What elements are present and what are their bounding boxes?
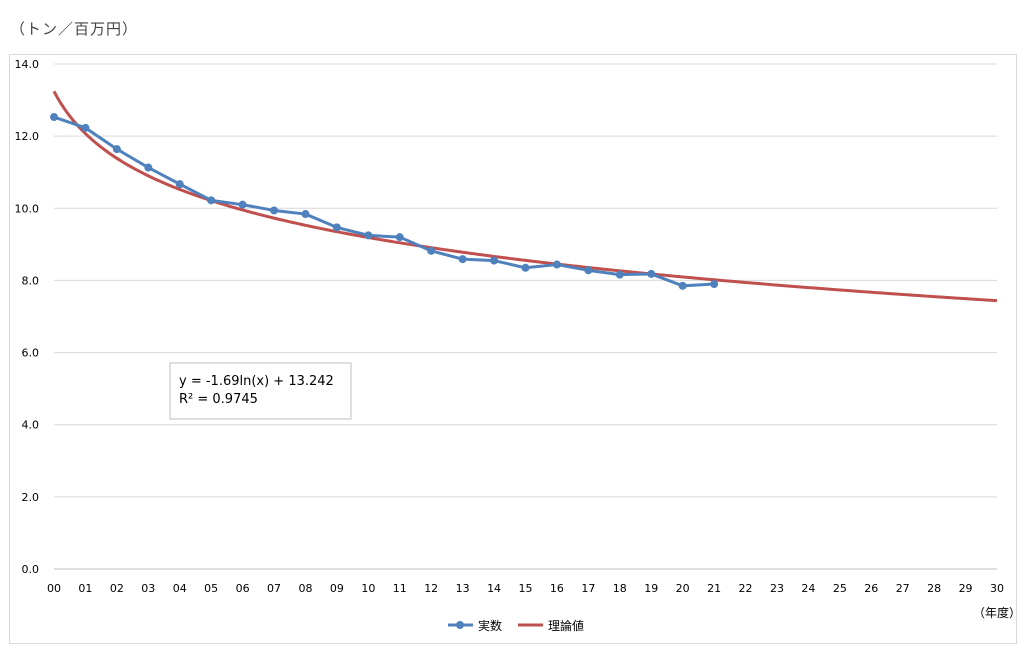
- x-tick-label: 15: [519, 582, 533, 595]
- x-axis-unit-label: （年度）: [973, 605, 1021, 620]
- x-tick-label: 09: [330, 582, 344, 595]
- x-tick-label: 16: [550, 582, 564, 595]
- y-tick-label: 6.0: [22, 347, 40, 360]
- x-tick-label: 08: [298, 582, 312, 595]
- x-tick-label: 14: [487, 582, 501, 595]
- y-tick-label: 12.0: [15, 130, 40, 143]
- legend-label-actual: 実数: [478, 618, 502, 633]
- x-tick-label: 30: [990, 582, 1004, 595]
- x-tick-label: 04: [173, 582, 187, 595]
- r2-text: R² = 0.9745: [179, 392, 258, 407]
- actual-point: [50, 113, 58, 122]
- actual-point: [552, 260, 561, 269]
- legend-item-theoretical: 理論値: [518, 618, 584, 633]
- x-tick-label: 19: [644, 582, 658, 595]
- y-tick-label: 4.0: [22, 419, 40, 432]
- x-tick-label: 21: [707, 582, 721, 595]
- legend-label-theoretical: 理論値: [548, 618, 584, 633]
- x-tick-label: 27: [896, 582, 910, 595]
- x-tick-label: 11: [393, 582, 407, 595]
- y-tick-label: 14.0: [15, 58, 40, 71]
- actual-point: [490, 256, 499, 265]
- x-tick-label: 29: [959, 582, 973, 595]
- actual-point: [112, 145, 121, 154]
- x-tick-label: 02: [110, 582, 124, 595]
- y-tick-label: 10.0: [15, 202, 40, 215]
- actual-point: [364, 231, 373, 240]
- x-tick-label: 17: [581, 582, 595, 595]
- actual-point: [207, 196, 216, 205]
- actual-point: [615, 270, 624, 279]
- actual-point: [332, 223, 341, 232]
- x-tick-label: 24: [801, 582, 815, 595]
- actual-point: [678, 281, 687, 290]
- x-tick-label: 07: [267, 582, 281, 595]
- x-tick-label: 13: [456, 582, 470, 595]
- chart-frame: [9, 54, 1017, 644]
- actual-point: [144, 163, 153, 172]
- x-tick-label: 26: [864, 582, 878, 595]
- actual-point: [458, 255, 467, 264]
- x-tick-label: 01: [78, 582, 92, 595]
- actual-point: [584, 266, 593, 275]
- x-tick-label: 28: [927, 582, 941, 595]
- actual-point: [81, 123, 90, 132]
- x-tick-label: 06: [236, 582, 250, 595]
- legend: 実数 理論値: [448, 618, 584, 633]
- actual-point: [710, 280, 719, 289]
- x-tick-label: 03: [141, 582, 155, 595]
- actual-point: [301, 210, 310, 219]
- legend-item-actual: 実数: [448, 618, 502, 633]
- series-actual-line: [53, 115, 715, 288]
- actual-point: [521, 263, 530, 272]
- gridlines: [54, 63, 997, 570]
- actual-point: [238, 200, 247, 209]
- y-tick-labels: 0.0 2.0 4.0 6.0 8.0 10.0 12.0 14.0: [15, 58, 40, 576]
- x-tick-label: 12: [424, 582, 438, 595]
- trendline-annotation: y = -1.69ln(x) + 13.242 R² = 0.9745: [169, 362, 352, 420]
- series-layer: [50, 90, 998, 303]
- y-tick-label: 8.0: [22, 274, 40, 287]
- actual-point: [270, 206, 279, 215]
- y-axis-unit-label: （トン／百万円）: [10, 20, 139, 38]
- x-tick-label: 23: [770, 582, 784, 595]
- actual-point: [427, 246, 436, 255]
- x-tick-label: 00: [47, 582, 61, 595]
- actual-point: [647, 269, 656, 278]
- y-tick-label: 2.0: [22, 491, 40, 504]
- actual-point: [175, 180, 184, 189]
- x-tick-label: 25: [833, 582, 847, 595]
- annotation-box: [169, 362, 352, 420]
- x-tick-labels: 00 01 02 03 04 05 06 07 08 09 10 11 12 13 14 15 16 17 18 19…: [47, 582, 1004, 595]
- x-tick-label: 10: [361, 582, 375, 595]
- x-tick-label: 20: [676, 582, 690, 595]
- equation-text: y = -1.69ln(x) + 13.242: [179, 374, 334, 389]
- x-tick-label: 18: [613, 582, 627, 595]
- actual-point: [395, 233, 404, 242]
- y-tick-label: 0.0: [22, 563, 40, 576]
- x-tick-label: 22: [739, 582, 753, 595]
- x-tick-label: 05: [204, 582, 218, 595]
